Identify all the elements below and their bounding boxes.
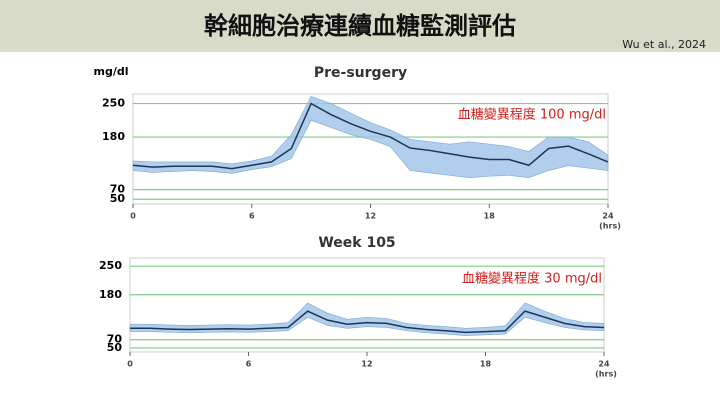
x-tick-label: 12: [365, 212, 376, 221]
y-tick-label: 180: [102, 130, 125, 143]
x-tick-label: 24: [598, 360, 610, 369]
x-tick-label: 6: [246, 360, 252, 369]
y-tick-label: 70: [110, 183, 126, 196]
chart-title: Pre-surgery: [314, 65, 407, 81]
range-band: [132, 96, 609, 179]
range-band: [129, 302, 605, 336]
y-tick-label: 50: [107, 341, 123, 354]
annotation: 血糖變異程度 100 mg/dl: [458, 107, 606, 123]
median-line: [132, 102, 609, 170]
x-tick-label: 12: [361, 360, 372, 369]
annotation: 血糖變異程度 30 mg/dl: [462, 271, 602, 287]
header: [0, 0, 720, 52]
y-tick-label: 180: [99, 288, 122, 301]
x-tick-label: 0: [130, 212, 136, 221]
citation: Wu et al., 2024: [622, 38, 706, 51]
x-axis-label: (hrs): [599, 222, 621, 231]
y-tick-label: 70: [107, 333, 123, 346]
y-tick-label: 50: [110, 192, 126, 205]
y-tick-label: 250: [99, 259, 122, 272]
x-tick-label: 6: [249, 212, 255, 221]
x-axis-label: (hrs): [595, 370, 617, 379]
x-tick-label: 18: [480, 360, 492, 369]
slide-title: 幹細胞治療連續血糖監測評估: [204, 12, 516, 40]
median-line: [130, 310, 605, 334]
x-tick-label: 18: [484, 212, 496, 221]
chart-title: Week 105: [318, 235, 395, 251]
y-axis-label: mg/dl: [94, 65, 129, 78]
x-tick-label: 0: [127, 360, 133, 369]
x-tick-label: 24: [602, 212, 614, 221]
y-tick-label: 250: [102, 97, 125, 110]
